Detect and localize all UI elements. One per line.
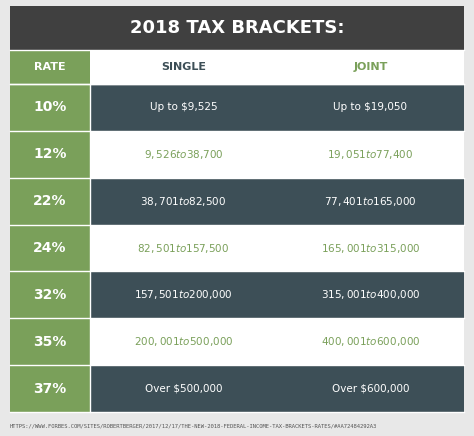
Bar [277,225,464,272]
Text: 12%: 12% [33,147,67,161]
Bar [90,272,277,318]
Text: 24%: 24% [33,241,67,255]
Text: 37%: 37% [33,382,67,395]
Text: 32%: 32% [33,288,67,302]
Bar [90,84,277,131]
Text: HTTPS://WWW.FORBES.COM/SITES/ROBERTBERGER/2017/12/17/THE-NEW-2018-FEDERAL-INCOME: HTTPS://WWW.FORBES.COM/SITES/ROBERTBERGE… [10,423,377,428]
Bar [10,318,90,365]
Text: $400,001 to $600,000: $400,001 to $600,000 [321,335,420,348]
Text: $157,501 to $200,000: $157,501 to $200,000 [134,288,233,301]
Text: $165,001 to $315,000: $165,001 to $315,000 [321,242,420,255]
Bar [277,272,464,318]
Text: 22%: 22% [33,194,67,208]
Text: 2018 TAX BRACKETS:: 2018 TAX BRACKETS: [130,19,344,37]
Text: JOINT: JOINT [353,62,388,72]
Text: $82,501 to $157,500: $82,501 to $157,500 [137,242,229,255]
Bar [277,131,464,178]
Bar [10,365,90,412]
Bar [277,365,464,412]
Bar [277,84,464,131]
Bar [10,6,464,50]
Bar [277,318,464,365]
Bar [90,318,277,365]
Bar [277,50,464,84]
Text: Up to $19,050: Up to $19,050 [334,102,408,112]
Text: 10%: 10% [33,100,67,114]
Text: Over $600,000: Over $600,000 [332,384,409,394]
Bar [277,178,464,225]
Bar [10,131,90,178]
Bar [10,178,90,225]
Bar [10,272,90,318]
Bar [90,131,277,178]
Text: RATE: RATE [34,62,66,72]
Bar [10,50,90,84]
Text: $38,701 to $82,500: $38,701 to $82,500 [140,194,227,208]
Bar [90,50,277,84]
Text: $77,401 to $165,000: $77,401 to $165,000 [324,194,417,208]
Text: 35%: 35% [33,335,67,349]
Text: $315,001 to $400,000: $315,001 to $400,000 [321,288,420,301]
Bar [10,84,90,131]
Bar [90,365,277,412]
Bar [90,225,277,272]
Text: $200,001 to $500,000: $200,001 to $500,000 [134,335,233,348]
Text: $19,051 to $77,400: $19,051 to $77,400 [328,148,414,161]
Text: Over $500,000: Over $500,000 [145,384,222,394]
Bar [90,178,277,225]
Bar [10,225,90,272]
Text: Up to $9,525: Up to $9,525 [150,102,217,112]
Text: SINGLE: SINGLE [161,62,206,72]
Text: $9,526 to $38,700: $9,526 to $38,700 [144,148,223,161]
